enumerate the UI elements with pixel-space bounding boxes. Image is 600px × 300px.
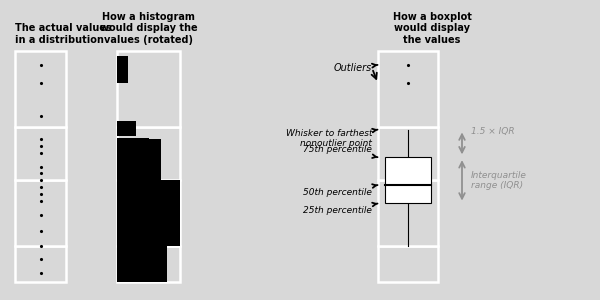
Bar xyxy=(117,51,180,127)
Bar xyxy=(117,246,167,282)
Text: 1.5 × IQR: 1.5 × IQR xyxy=(471,127,515,136)
Bar xyxy=(378,127,438,180)
Bar xyxy=(378,246,438,282)
Bar xyxy=(117,127,180,180)
Bar xyxy=(117,246,180,282)
Bar xyxy=(117,56,128,83)
Text: 50th percentile: 50th percentile xyxy=(303,184,377,197)
Bar xyxy=(378,180,438,246)
Bar xyxy=(117,180,180,246)
Bar xyxy=(117,138,149,153)
Bar xyxy=(15,180,66,246)
Bar xyxy=(117,122,136,136)
Bar xyxy=(15,127,66,180)
Text: Interquartile
range (IQR): Interquartile range (IQR) xyxy=(471,171,527,190)
Bar xyxy=(117,180,180,246)
Bar xyxy=(15,246,66,282)
Bar xyxy=(378,51,438,127)
Text: 75th percentile: 75th percentile xyxy=(303,145,377,158)
Text: Outliers: Outliers xyxy=(334,63,377,73)
Text: How a boxplot
would display
the values: How a boxplot would display the values xyxy=(392,12,472,45)
Bar xyxy=(117,139,161,180)
Text: Whisker to farthest
nonoutlier point: Whisker to farthest nonoutlier point xyxy=(286,129,377,148)
Bar xyxy=(385,157,431,203)
Text: How a histogram
would display the
values (rotated): How a histogram would display the values… xyxy=(100,12,197,45)
Text: The actual values
in a distribution: The actual values in a distribution xyxy=(15,23,112,45)
Text: 25th percentile: 25th percentile xyxy=(303,203,377,215)
Bar xyxy=(15,51,66,127)
